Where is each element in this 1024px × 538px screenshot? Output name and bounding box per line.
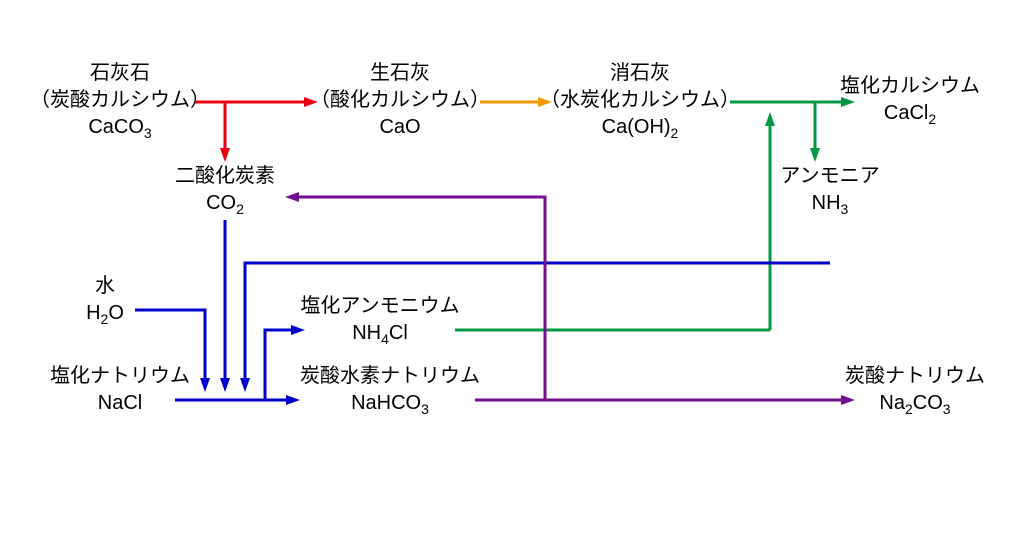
node-co2: 二酸化炭素CO2 <box>175 163 275 217</box>
node-nh4cl: 塩化アンモニウムNH4Cl <box>300 293 459 347</box>
node-nh3: アンモニアNH3 <box>780 163 879 217</box>
node-co2-formula: CO2 <box>175 190 275 217</box>
edge-green-up <box>765 112 775 330</box>
node-co2-line1: 二酸化炭素 <box>175 163 275 190</box>
node-naCl-formula: NaCl <box>50 390 190 417</box>
node-naHCO3-formula: NaHCO3 <box>300 390 480 417</box>
node-h2o-line1: 水 <box>86 273 124 300</box>
node-naHCO3: 炭酸水素ナトリウムNaHCO3 <box>300 363 480 417</box>
node-caOH2: 消石灰（水炭化カルシウム）Ca(OH)2 <box>540 60 740 141</box>
node-caO: 生石灰（酸化カルシウム）CaO <box>310 60 490 141</box>
node-caOH2-line1: 消石灰 <box>540 60 740 87</box>
node-caO-line1: 生石灰 <box>310 60 490 87</box>
node-caCO3-line2: （炭酸カルシウム） <box>30 87 210 114</box>
edge-green-down <box>810 102 820 162</box>
node-na2CO3-formula: Na2CO3 <box>845 390 985 417</box>
node-caO-line2: （酸化カルシウム） <box>310 87 490 114</box>
node-caCl2-line1: 塩化カルシウム <box>840 73 980 100</box>
node-nh4cl-formula: NH4Cl <box>300 320 459 347</box>
node-caCO3-formula: CaCO3 <box>30 114 210 141</box>
node-caCl2-formula: CaCl2 <box>840 100 980 127</box>
node-na2CO3: 炭酸ナトリウムNa2CO3 <box>845 363 985 417</box>
node-h2o: 水H2O <box>86 273 124 327</box>
node-naCl-line1: 塩化ナトリウム <box>50 363 190 390</box>
edge-purple-main <box>475 395 855 405</box>
node-caCO3: 石灰石（炭酸カルシウム）CaCO3 <box>30 60 210 141</box>
node-caO-formula: CaO <box>310 114 490 141</box>
edge-blue-co2 <box>220 220 230 392</box>
node-na2CO3-line1: 炭酸ナトリウム <box>845 363 985 390</box>
node-caCl2: 塩化カルシウムCaCl2 <box>840 73 980 127</box>
edge-blue-nacl <box>175 395 300 405</box>
node-caOH2-formula: Ca(OH)2 <box>540 114 740 141</box>
node-nh3-formula: NH3 <box>780 190 879 217</box>
edge-red-down <box>220 102 230 162</box>
edge-green-main <box>730 97 855 107</box>
node-nh4cl-line1: 塩化アンモニウム <box>300 293 459 320</box>
node-caOH2-line2: （水炭化カルシウム） <box>540 87 740 114</box>
node-h2o-formula: H2O <box>86 300 124 327</box>
node-naHCO3-line1: 炭酸水素ナトリウム <box>300 363 480 390</box>
edge-blue-nh4cl <box>265 325 305 400</box>
edge-red-main <box>195 97 318 107</box>
node-naCl: 塩化ナトリウムNaCl <box>50 363 190 417</box>
node-caCO3-line1: 石灰石 <box>30 60 210 87</box>
node-nh3-line1: アンモニア <box>780 163 879 190</box>
